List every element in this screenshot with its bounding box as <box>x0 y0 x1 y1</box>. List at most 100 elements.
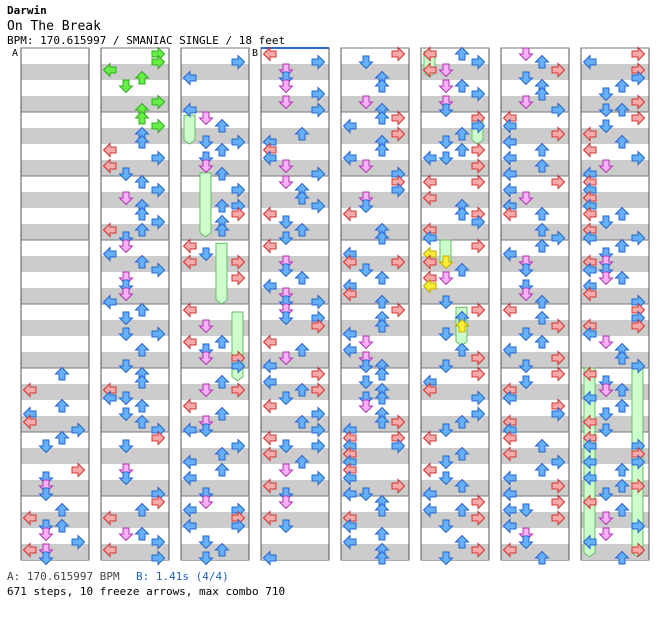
down-arrow <box>598 271 614 286</box>
down-arrow <box>118 79 134 94</box>
right-arrow <box>551 62 566 78</box>
right-arrow <box>231 382 246 398</box>
down-arrow <box>278 351 294 366</box>
right-arrow <box>151 494 166 510</box>
beat-stripe <box>421 288 489 304</box>
down-arrow <box>358 335 374 350</box>
left-arrow <box>342 286 357 302</box>
up-arrow <box>454 142 470 157</box>
left-arrow <box>502 486 517 502</box>
right-arrow <box>471 510 486 526</box>
beat-stripe <box>21 480 89 496</box>
up-arrow <box>134 70 150 85</box>
down-arrow <box>598 103 614 118</box>
beat-stripe <box>181 288 249 304</box>
down-arrow <box>118 407 134 422</box>
up-arrow <box>294 222 310 237</box>
down-arrow <box>438 471 454 486</box>
left-arrow <box>502 518 517 534</box>
down-arrow <box>438 455 454 470</box>
left-arrow <box>182 470 197 486</box>
down-arrow <box>198 487 214 502</box>
down-arrow <box>38 439 54 454</box>
right-arrow <box>471 350 486 366</box>
down-arrow <box>518 71 534 86</box>
left-arrow <box>182 454 197 470</box>
right-arrow <box>551 454 566 470</box>
up-arrow <box>374 502 390 517</box>
down-arrow <box>438 63 454 78</box>
left-arrow <box>262 478 277 494</box>
right-arrow <box>551 366 566 382</box>
down-arrow <box>198 151 214 166</box>
up-arrow <box>614 134 630 149</box>
left-arrow <box>422 46 437 62</box>
left-arrow <box>102 142 117 158</box>
left-arrow <box>182 502 197 518</box>
left-arrow <box>582 230 597 246</box>
beat-stripe <box>261 512 329 528</box>
down-arrow <box>278 495 294 510</box>
left-arrow <box>422 230 437 246</box>
up-arrow <box>454 446 470 461</box>
beat-stripe <box>421 192 489 208</box>
right-arrow <box>471 542 486 558</box>
right-arrow <box>231 206 246 222</box>
right-arrow <box>311 318 326 334</box>
up-arrow <box>374 230 390 245</box>
left-arrow <box>502 502 517 518</box>
left-arrow <box>22 542 37 558</box>
down-arrow <box>438 135 454 150</box>
right-arrow <box>151 430 166 446</box>
right-arrow <box>151 214 166 230</box>
left-arrow <box>342 150 357 166</box>
down-arrow <box>278 215 294 230</box>
up-arrow <box>614 550 630 565</box>
beat-stripe <box>341 320 409 336</box>
left-arrow <box>502 118 517 134</box>
down-arrow <box>598 335 614 350</box>
left-arrow <box>582 366 597 382</box>
left-arrow <box>342 470 357 486</box>
freeze-arrow <box>199 172 212 238</box>
down-arrow <box>278 303 294 318</box>
left-arrow <box>422 430 437 446</box>
left-arrow <box>502 166 517 182</box>
down-arrow <box>358 263 374 278</box>
right-arrow <box>631 518 646 534</box>
section-marker: B <box>252 48 258 59</box>
down-arrow <box>198 351 214 366</box>
down-arrow <box>598 383 614 398</box>
beat-stripe <box>21 192 89 208</box>
down-arrow <box>118 471 134 486</box>
down-arrow <box>518 263 534 278</box>
left-arrow <box>422 254 437 270</box>
beat-stripe <box>21 256 89 272</box>
left-arrow <box>262 430 277 446</box>
up-arrow <box>134 374 150 389</box>
down-arrow <box>278 231 294 246</box>
left-arrow <box>342 342 357 358</box>
left-arrow <box>262 46 277 62</box>
right-arrow <box>471 406 486 422</box>
down-arrow <box>598 527 614 542</box>
right-arrow <box>231 182 246 198</box>
left-arrow <box>422 486 437 502</box>
right-arrow <box>551 102 566 118</box>
beat-stripe <box>21 448 89 464</box>
down-arrow <box>118 239 134 254</box>
left-arrow <box>582 494 597 510</box>
beat-stripe <box>501 256 569 272</box>
beat-stripe <box>21 96 89 112</box>
down-arrow <box>118 439 134 454</box>
down-arrow <box>278 295 294 310</box>
left-arrow <box>342 118 357 134</box>
beat-stripe <box>101 160 169 176</box>
left-arrow <box>502 430 517 446</box>
beat-stripe <box>101 128 169 144</box>
up-arrow <box>294 270 310 285</box>
left-arrow <box>502 390 517 406</box>
down-arrow <box>438 327 454 342</box>
right-arrow <box>391 110 406 126</box>
right-arrow <box>311 382 326 398</box>
